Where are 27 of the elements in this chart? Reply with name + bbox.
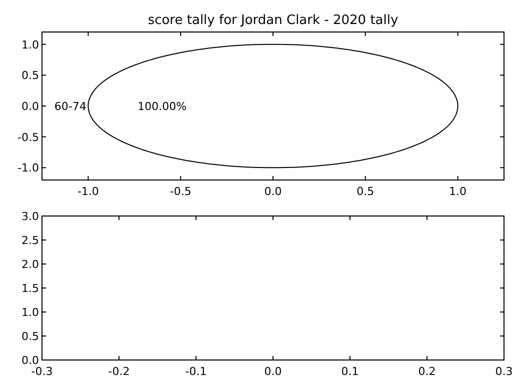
- x-tick-label: -0.1: [185, 365, 207, 378]
- x-tick-label: -0.3: [31, 365, 53, 378]
- x-tick-label: 0.0: [264, 365, 282, 378]
- y-tick-label: 0.0: [22, 354, 39, 367]
- x-tick-label: 0.1: [341, 365, 359, 378]
- x-tick-label: -0.2: [108, 365, 130, 378]
- x-tick-label: 0.2: [418, 365, 436, 378]
- x-tick-label: 1.0: [449, 185, 467, 198]
- x-tick-label: 0.5: [356, 185, 374, 198]
- chart-title: score tally for Jordan Clark - 2020 tally: [148, 13, 398, 28]
- x-tick-label: 0.0: [264, 185, 282, 198]
- x-tick-label: -1.0: [77, 185, 99, 198]
- data-label: 100.00%: [138, 100, 187, 113]
- y-tick-label: 0.5: [22, 69, 39, 82]
- y-tick-label: 1.5: [22, 282, 39, 295]
- y-tick-label: 2.5: [22, 234, 39, 247]
- y-tick-label: -1.0: [18, 162, 39, 175]
- y-tick-label: 2.0: [22, 258, 39, 271]
- x-tick-label: -0.5: [170, 185, 192, 198]
- y-tick-label: 0.0: [22, 100, 39, 113]
- y-tick-label: -0.5: [18, 130, 39, 144]
- y-tick-label: 1.0: [22, 306, 39, 319]
- y-tick-label: 1.0: [22, 38, 39, 52]
- y-tick-label: 3.0: [22, 210, 39, 223]
- x-tick-label: 0.3: [495, 365, 513, 378]
- slice-label: 60-74: [54, 100, 86, 113]
- y-tick-label: 0.5: [22, 330, 39, 343]
